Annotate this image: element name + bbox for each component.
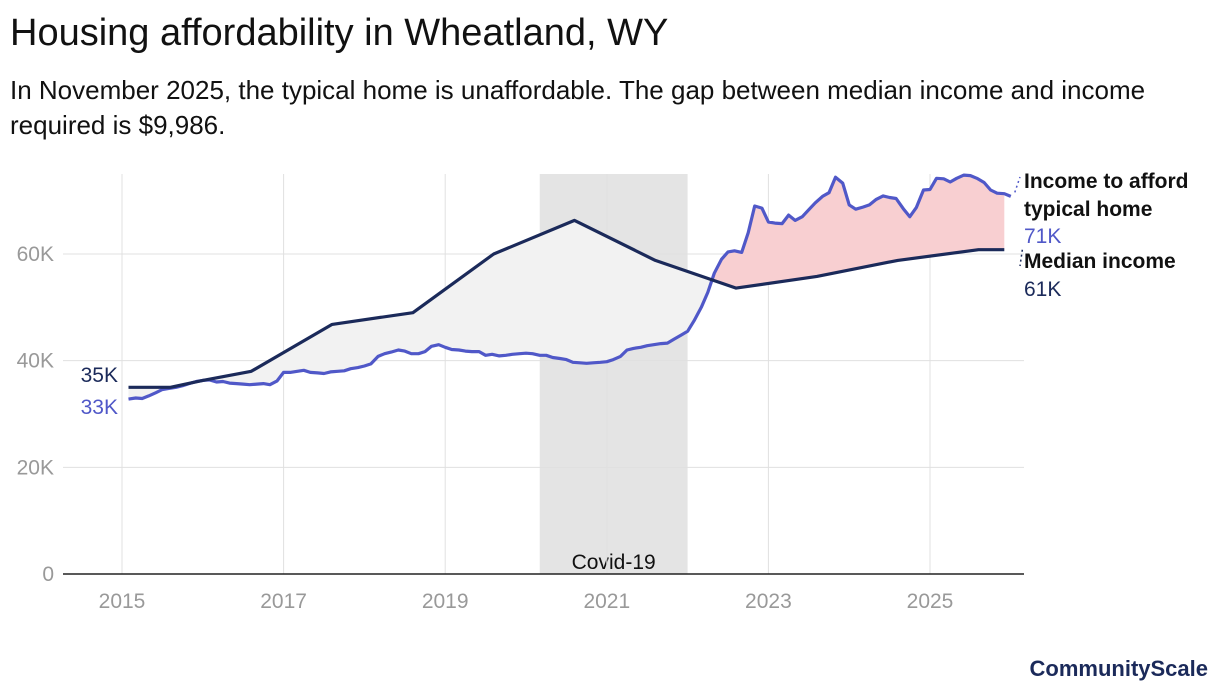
required-end-value: 71K — [1024, 225, 1061, 248]
median-income-line — [128, 218, 1005, 389]
y-tick-label: 0 — [42, 563, 54, 586]
median-end-leader — [1019, 249, 1024, 267]
gap-area-affordable — [202, 221, 713, 385]
x-tick-label: 2017 — [260, 590, 307, 613]
median-end-title: Median income — [1024, 250, 1176, 273]
x-tick-label: 2015 — [99, 590, 146, 613]
y-tick-label: 40K — [17, 350, 54, 373]
x-tick-label: 2025 — [907, 590, 954, 613]
covid-label: Covid-19 — [572, 551, 656, 574]
median-start-label: 35K — [81, 364, 118, 387]
gap-area-unaffordable — [712, 175, 1005, 288]
chart-subtitle: In November 2025, the typical home is un… — [10, 75, 1146, 140]
required-end-leader — [1014, 176, 1021, 193]
x-tick-label: 2021 — [583, 590, 630, 613]
y-tick-label: 20K — [17, 456, 54, 479]
x-tick-label: 2023 — [745, 590, 792, 613]
required-end-title: typical home — [1024, 198, 1152, 221]
required-end-title: Income to afford — [1024, 170, 1189, 193]
y-tick-label: 60K — [17, 243, 54, 266]
median-end-value: 61K — [1024, 278, 1061, 301]
required-income-line — [128, 173, 1012, 401]
required-start-label: 33K — [81, 396, 118, 419]
chart-title: Housing affordability in Wheatland, WY — [10, 12, 669, 54]
x-tick-label: 2019 — [422, 590, 469, 613]
brand-logo: CommunityScale — [1029, 656, 1209, 681]
